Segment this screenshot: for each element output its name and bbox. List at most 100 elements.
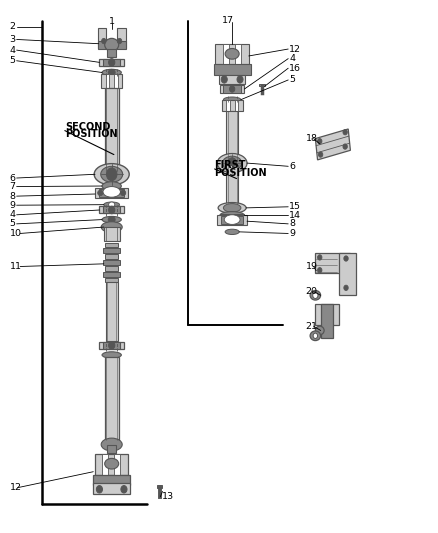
Text: 8: 8 xyxy=(289,220,295,228)
Text: 12: 12 xyxy=(10,483,21,492)
Bar xyxy=(321,304,333,338)
Text: 10: 10 xyxy=(10,229,21,238)
Ellipse shape xyxy=(315,326,324,335)
Ellipse shape xyxy=(105,38,119,51)
Bar xyxy=(106,74,109,88)
Bar xyxy=(102,454,108,475)
Bar xyxy=(235,44,241,64)
Ellipse shape xyxy=(343,144,347,149)
Bar xyxy=(107,49,116,57)
Text: 19: 19 xyxy=(306,262,318,271)
Text: 16: 16 xyxy=(289,64,301,72)
Bar xyxy=(226,111,238,160)
Ellipse shape xyxy=(230,86,235,92)
Text: 11: 11 xyxy=(10,262,21,271)
Ellipse shape xyxy=(102,38,106,44)
Text: 7: 7 xyxy=(10,182,16,191)
Ellipse shape xyxy=(223,97,241,102)
Ellipse shape xyxy=(225,229,239,235)
Bar xyxy=(220,85,244,93)
Text: 21: 21 xyxy=(306,322,318,330)
Ellipse shape xyxy=(109,206,115,214)
Ellipse shape xyxy=(318,268,322,273)
Bar xyxy=(105,243,118,247)
Bar xyxy=(99,59,124,66)
Ellipse shape xyxy=(106,168,117,181)
Bar xyxy=(315,304,339,325)
Text: FIRST: FIRST xyxy=(215,160,246,170)
Ellipse shape xyxy=(218,203,246,213)
Bar xyxy=(105,254,118,259)
Bar xyxy=(99,189,124,197)
Text: 3: 3 xyxy=(10,35,16,44)
Text: 4: 4 xyxy=(289,54,295,63)
Bar xyxy=(99,342,124,349)
Bar xyxy=(105,266,118,271)
Ellipse shape xyxy=(223,156,242,170)
Ellipse shape xyxy=(224,215,240,224)
Text: 2: 2 xyxy=(10,22,16,31)
Ellipse shape xyxy=(109,59,115,66)
Bar xyxy=(259,84,265,86)
Ellipse shape xyxy=(102,69,121,76)
Bar xyxy=(114,74,118,88)
Bar xyxy=(223,85,241,93)
Ellipse shape xyxy=(102,216,121,223)
Bar xyxy=(220,214,244,218)
Ellipse shape xyxy=(344,285,348,290)
Bar xyxy=(101,74,122,88)
Ellipse shape xyxy=(318,255,322,260)
Ellipse shape xyxy=(105,458,119,469)
Ellipse shape xyxy=(109,342,115,349)
Bar xyxy=(103,59,120,66)
Bar xyxy=(226,165,238,203)
Text: 9: 9 xyxy=(289,229,295,238)
Text: 5: 5 xyxy=(289,76,295,84)
Ellipse shape xyxy=(318,152,323,157)
Text: 5: 5 xyxy=(10,56,16,65)
Bar xyxy=(106,282,118,341)
Bar xyxy=(219,75,245,84)
Text: 4: 4 xyxy=(10,46,16,54)
Ellipse shape xyxy=(237,76,243,83)
Ellipse shape xyxy=(217,154,247,173)
Bar xyxy=(93,475,130,485)
Bar xyxy=(215,44,249,64)
Text: 6: 6 xyxy=(10,174,16,182)
Ellipse shape xyxy=(104,202,120,207)
Text: 15: 15 xyxy=(289,203,301,211)
Ellipse shape xyxy=(220,212,244,219)
Ellipse shape xyxy=(223,204,241,212)
Bar xyxy=(105,357,119,440)
Polygon shape xyxy=(315,129,350,160)
Text: 8: 8 xyxy=(10,192,16,200)
Ellipse shape xyxy=(108,216,115,223)
Text: SECOND: SECOND xyxy=(65,122,110,132)
Ellipse shape xyxy=(228,158,237,168)
Bar xyxy=(98,41,126,49)
Bar xyxy=(315,253,350,273)
Ellipse shape xyxy=(344,256,348,261)
Bar xyxy=(214,64,251,75)
Bar xyxy=(217,215,247,225)
Bar xyxy=(95,188,128,198)
Ellipse shape xyxy=(103,187,120,197)
Bar xyxy=(103,260,120,265)
Bar xyxy=(222,100,243,111)
Bar xyxy=(103,342,120,349)
Bar xyxy=(339,253,356,295)
Bar xyxy=(235,100,238,111)
Ellipse shape xyxy=(120,190,126,196)
Ellipse shape xyxy=(343,130,347,135)
Bar xyxy=(93,483,130,494)
Ellipse shape xyxy=(96,486,102,493)
Text: 13: 13 xyxy=(162,492,174,501)
Ellipse shape xyxy=(101,166,123,182)
Ellipse shape xyxy=(318,139,322,144)
Ellipse shape xyxy=(101,222,122,232)
Text: POSITION: POSITION xyxy=(215,168,267,177)
Bar xyxy=(114,454,120,475)
Bar xyxy=(221,216,243,224)
Text: 14: 14 xyxy=(289,211,301,220)
Ellipse shape xyxy=(98,190,103,196)
